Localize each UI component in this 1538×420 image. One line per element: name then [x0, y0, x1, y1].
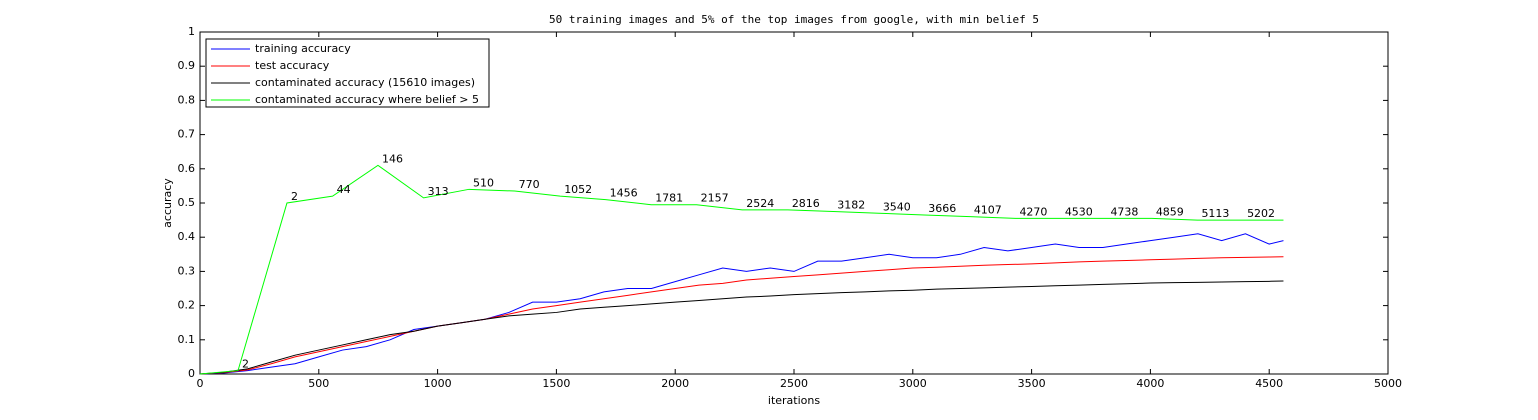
- series-line: [199, 233, 1284, 375]
- point-label: 4270: [1019, 205, 1047, 218]
- legend-label: training accuracy: [255, 42, 351, 55]
- point-label: 1456: [610, 187, 638, 200]
- point-label: 313: [428, 185, 449, 198]
- point-label: 5113: [1201, 207, 1229, 220]
- point-label: 510: [473, 176, 494, 189]
- x-tick-label: 2000: [661, 377, 689, 390]
- legend-label: contaminated accuracy (15610 images): [255, 76, 475, 89]
- point-label: 2: [242, 358, 249, 371]
- point-label: 4859: [1156, 205, 1184, 218]
- y-tick-label: 0.8: [178, 93, 196, 106]
- x-tick-label: 3000: [899, 377, 927, 390]
- x-tick-label: 4500: [1255, 377, 1283, 390]
- x-tick-label: 1000: [424, 377, 452, 390]
- point-label: 3666: [928, 202, 956, 215]
- point-label: 1781: [655, 192, 683, 205]
- x-tick-label: 500: [308, 377, 329, 390]
- x-tick-label: 4000: [1136, 377, 1164, 390]
- y-tick-label: 0.3: [178, 264, 196, 277]
- point-label: 2157: [701, 192, 729, 205]
- y-tick-label: 0.2: [178, 299, 196, 312]
- y-tick-label: 0.6: [178, 162, 196, 175]
- x-tick-label: 0: [197, 377, 204, 390]
- series-line: [199, 280, 1284, 375]
- point-label: 5202: [1247, 207, 1275, 220]
- point-label: 1052: [564, 183, 592, 196]
- y-tick-label: 0.7: [178, 128, 196, 141]
- y-tick-label: 1: [188, 25, 195, 38]
- point-label: 4738: [1110, 205, 1138, 218]
- legend-label: contaminated accuracy where belief > 5: [255, 93, 479, 106]
- x-tick-label: 2500: [780, 377, 808, 390]
- point-label: 4530: [1065, 205, 1093, 218]
- point-label: 2816: [792, 197, 820, 210]
- point-label: 2524: [746, 197, 774, 210]
- point-label: 3540: [883, 200, 911, 213]
- x-tick-label: 1500: [542, 377, 570, 390]
- point-label: 770: [519, 178, 540, 191]
- y-tick-label: 0.1: [178, 333, 196, 346]
- point-label: 3182: [837, 199, 865, 212]
- x-tick-label: 3500: [1018, 377, 1046, 390]
- chart-title: 50 training images and 5% of the top ima…: [549, 13, 1039, 26]
- y-tick-label: 0.9: [178, 59, 196, 72]
- point-label: 146: [382, 152, 403, 165]
- point-label: 4107: [974, 204, 1002, 217]
- y-tick-label: 0.5: [178, 196, 196, 209]
- x-axis-label: iterations: [768, 394, 820, 407]
- point-label: 2: [291, 190, 298, 203]
- point-label: 44: [337, 183, 351, 196]
- y-axis-label: accuracy: [161, 178, 174, 228]
- x-tick-label: 5000: [1374, 377, 1402, 390]
- y-tick-label: 0: [188, 367, 195, 380]
- y-tick-label: 0.4: [178, 230, 196, 243]
- series-line: [199, 164, 1284, 375]
- legend-box: [205, 38, 490, 108]
- series-line: [199, 256, 1284, 375]
- legend-label: test accuracy: [255, 59, 330, 72]
